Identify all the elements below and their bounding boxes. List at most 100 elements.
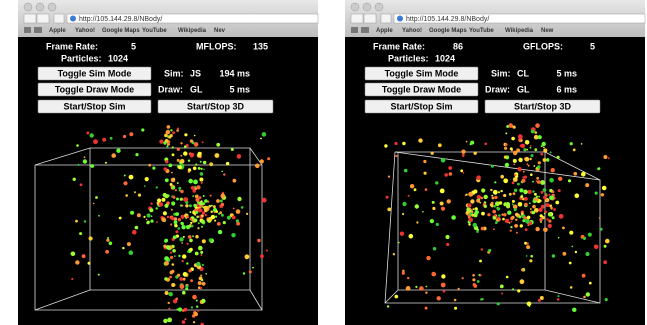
- particle: [75, 220, 78, 223]
- button-label[interactable]: Toggle Sim Mode: [58, 68, 132, 78]
- particle: [180, 142, 182, 144]
- back-button[interactable]: [24, 14, 36, 23]
- particle: [245, 254, 250, 259]
- particle: [534, 193, 537, 196]
- particle: [164, 204, 168, 208]
- particle: [512, 200, 515, 203]
- forward-button[interactable]: [364, 14, 376, 23]
- particle: [172, 178, 175, 181]
- bookmark[interactable]: Wikipedia: [505, 28, 534, 34]
- particle: [132, 230, 137, 235]
- particle: [582, 274, 586, 278]
- button-label[interactable]: Toggle Draw Mode: [382, 84, 461, 94]
- button-label[interactable]: Start/Stop Sim: [390, 101, 452, 111]
- button-label[interactable]: Start/Stop Sim: [63, 101, 125, 111]
- add-button[interactable]: [381, 14, 391, 23]
- particle: [524, 197, 528, 201]
- bookmark[interactable]: Google Maps: [102, 28, 140, 34]
- particle: [241, 206, 244, 209]
- particle: [388, 176, 390, 178]
- particle: [505, 219, 510, 224]
- button-label[interactable]: Start/Stop 3D: [514, 101, 572, 111]
- particle: [472, 274, 475, 277]
- add-button[interactable]: [54, 14, 64, 23]
- particle: [168, 302, 170, 304]
- forward-button[interactable]: [37, 14, 49, 23]
- particle: [558, 177, 562, 181]
- particle: [88, 262, 91, 265]
- particle: [211, 211, 213, 213]
- particle: [600, 228, 603, 231]
- particle: [409, 234, 414, 239]
- particle: [510, 230, 512, 232]
- bookmark[interactable]: New: [541, 28, 554, 34]
- bookmark[interactable]: Yahoo!: [402, 28, 422, 34]
- window-button[interactable]: [351, 3, 359, 11]
- bookmark[interactable]: Apple: [49, 28, 66, 34]
- particle: [535, 131, 538, 134]
- bookmark[interactable]: Wikipedia: [178, 28, 207, 34]
- button-label[interactable]: Toggle Sim Mode: [385, 68, 459, 78]
- particle: [491, 195, 493, 197]
- button-label[interactable]: Toggle Draw Mode: [55, 84, 134, 94]
- particle: [200, 275, 202, 277]
- particle: [189, 239, 193, 243]
- particle: [143, 216, 145, 218]
- particle: [504, 156, 507, 159]
- particle: [384, 144, 387, 147]
- particle: [495, 201, 500, 206]
- window-button[interactable]: [363, 3, 371, 11]
- particle: [183, 151, 187, 155]
- window-button[interactable]: [36, 3, 44, 11]
- particle: [146, 219, 148, 221]
- window-button[interactable]: [24, 3, 32, 11]
- particle: [209, 238, 213, 242]
- particle: [213, 205, 216, 208]
- particle: [177, 128, 179, 130]
- particle: [581, 172, 586, 177]
- particle: [603, 260, 607, 264]
- particle: [246, 213, 248, 215]
- bookmark[interactable]: Apple: [376, 28, 393, 34]
- particle: [195, 235, 198, 238]
- particle: [485, 143, 488, 146]
- particle: [555, 201, 559, 205]
- particles-label: Particles:: [61, 53, 102, 63]
- bookmark[interactable]: YouTube: [142, 28, 167, 34]
- particle: [430, 219, 434, 223]
- particle: [538, 299, 541, 302]
- particle: [515, 219, 517, 221]
- particle: [548, 212, 552, 216]
- particle: [529, 158, 531, 160]
- particle: [177, 148, 180, 151]
- particle: [146, 221, 149, 224]
- particle: [180, 198, 183, 201]
- particle: [418, 138, 422, 142]
- window-button[interactable]: [375, 3, 383, 11]
- particle: [432, 201, 435, 204]
- particle: [205, 273, 207, 275]
- particle: [201, 299, 205, 303]
- particle: [526, 242, 528, 244]
- particle: [189, 248, 193, 252]
- particle: [495, 221, 498, 224]
- particle: [604, 245, 607, 248]
- particle: [460, 169, 463, 172]
- button-label[interactable]: Start/Stop 3D: [187, 101, 245, 111]
- particle: [202, 206, 204, 208]
- particle: [517, 183, 520, 186]
- bookmark[interactable]: Yahoo!: [75, 28, 95, 34]
- bookmark[interactable]: Nev: [214, 28, 226, 34]
- particle: [395, 295, 399, 299]
- particle: [543, 158, 547, 162]
- particle: [195, 164, 197, 166]
- bookmark[interactable]: YouTube: [469, 28, 494, 34]
- bookmark[interactable]: Google Maps: [429, 28, 467, 34]
- window-button[interactable]: [48, 3, 56, 11]
- particle: [184, 318, 186, 320]
- frame-rate-label: Frame Rate:: [46, 41, 98, 51]
- back-button[interactable]: [351, 14, 363, 23]
- particle: [90, 133, 94, 137]
- particle: [478, 198, 480, 200]
- particle: [181, 225, 185, 229]
